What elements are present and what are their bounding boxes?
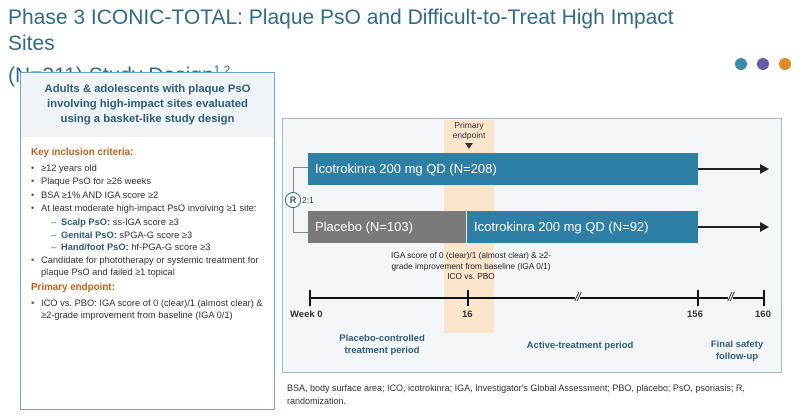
site-scalp: Scalp PsO: ss-IGA score ≥3 <box>31 216 264 229</box>
footnote: BSA, body surface area; ICO, icotrokinra… <box>287 383 745 406</box>
axis-break-1: // <box>575 289 581 305</box>
arm1-arrow <box>698 168 760 170</box>
site-name: Genital PsO: <box>61 229 117 240</box>
tick-week-160 <box>763 290 765 306</box>
inclusion-item: Plaque PsO for ≥26 weeks <box>31 175 264 188</box>
inclusion-item: BSA ≥1% AND IGA score ≥2 <box>31 189 264 202</box>
criteria-body: Key inclusion criteria: ≥12 years old Pl… <box>21 137 274 322</box>
timeline-axis <box>309 297 764 299</box>
site-hand-foot: Hand/foot PsO: hf-PGA-G score ≥3 <box>31 241 264 254</box>
brand-dots <box>735 58 791 70</box>
tick-week-156 <box>697 290 699 306</box>
tick-week-16 <box>467 290 469 306</box>
tick-week-0 <box>309 290 311 306</box>
site-score: hf-PGA-G score ≥3 <box>131 242 211 253</box>
arm2-arrowhead-icon <box>760 222 769 232</box>
endpoint-criteria: IGA score of 0 (clear)/1 (almost clear) … <box>391 250 551 281</box>
tick-label-16: 16 <box>462 309 473 320</box>
inclusion-item: ≥12 years old <box>31 162 264 175</box>
arm2-arrow <box>698 226 760 228</box>
site-name: Hand/foot PsO: <box>61 242 129 253</box>
arm-icotrokinra: Icotrokinra 200 mg QD (N=208) <box>308 153 698 185</box>
site-genital: Genital PsO: sPGA-G score ≥3 <box>31 229 264 242</box>
endpoint-title: Primary endpoint: <box>31 281 115 293</box>
title-line-1: Phase 3 ICONIC-TOTAL: Plaque PsO and Dif… <box>8 6 674 55</box>
site-score: sPGA-G score ≥3 <box>119 229 193 240</box>
randomization-icon: R <box>285 192 301 208</box>
arm1-arrowhead-icon <box>760 164 769 174</box>
study-population-panel: Adults & adolescents with plaque PsO inv… <box>20 72 275 410</box>
tick-label-start: Week 0 <box>290 309 323 320</box>
axis-break-2: // <box>728 289 734 305</box>
dot-teal-icon <box>735 58 747 70</box>
population-heading: Adults & adolescents with plaque PsO inv… <box>21 73 274 137</box>
dot-orange-icon <box>779 58 791 70</box>
randomization-ratio: 2:1 <box>302 195 314 205</box>
period-safety: Final safety follow-up <box>710 339 764 362</box>
site-name: Scalp PsO: <box>61 216 111 227</box>
tick-label-156: 156 <box>687 309 703 320</box>
inclusion-title: Key inclusion criteria: <box>31 147 134 158</box>
arm-placebo: Placebo (N=103) <box>308 211 466 243</box>
arm-placebo-crossover: Icotrokinra 200 mg QD (N=92) <box>467 211 698 243</box>
period-placebo: Placebo-controlled treatment period <box>339 333 425 356</box>
tick-label-160: 160 <box>755 309 771 320</box>
primary-endpoint-label: Primary endpoint <box>444 120 494 142</box>
dot-purple-icon <box>757 58 769 70</box>
site-score: ss-IGA score ≥3 <box>112 216 179 227</box>
endpoint-item: ICO vs. PBO: IGA score of 0 (clear)/1 (a… <box>31 297 264 322</box>
inclusion-item: At least moderate high-impact PsO involv… <box>31 202 264 215</box>
period-active: Active-treatment period <box>526 340 634 351</box>
endpoint-arrow-icon <box>465 143 473 149</box>
inclusion-item: Candidate for phototherapy or systemic t… <box>31 254 264 279</box>
